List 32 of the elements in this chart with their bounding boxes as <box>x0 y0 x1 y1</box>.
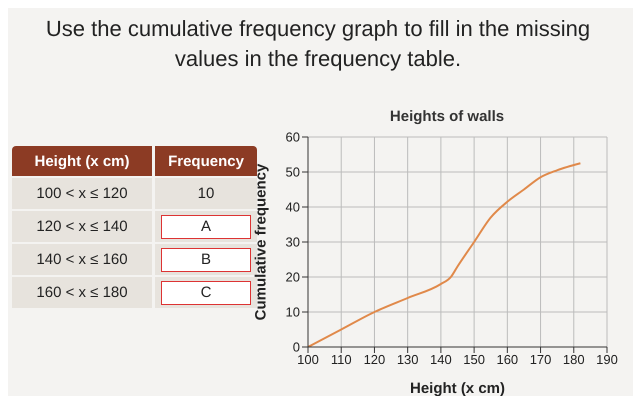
line-series <box>308 162 582 347</box>
y-tick-label: 0 <box>292 340 300 355</box>
x-tick-label: 190 <box>596 352 618 368</box>
x-tick-label: 130 <box>396 352 419 368</box>
category-label: 100 < x ≤ 120 <box>12 178 152 209</box>
x-tick-label: 140 <box>430 352 452 368</box>
x-axis-title: Height (x cm) <box>410 380 506 397</box>
y-tick-label: 10 <box>286 304 300 320</box>
y-tick-label: 20 <box>286 270 300 285</box>
y-tick-label: 40 <box>286 200 300 215</box>
y-tick-label: 60 <box>286 130 300 145</box>
category-label: 160 < x ≤ 180 <box>12 277 152 308</box>
text: Frequency <box>168 152 244 170</box>
x-tick-label: 160 <box>496 352 518 368</box>
y-tick-label: 50 <box>286 164 300 180</box>
text: 10 <box>198 185 214 202</box>
text: C <box>200 284 212 301</box>
category-label: 120 < x ≤ 140 <box>12 211 152 242</box>
category-label: 140 < x ≤ 160 <box>12 244 152 275</box>
y-tick-label: 30 <box>286 234 300 250</box>
x-tick-label: 150 <box>463 352 485 368</box>
text: Use the cumulative frequency graph to fill in the missing values in the frequency table. <box>44 15 592 73</box>
x-tick-label: 110 <box>330 352 352 368</box>
chart-title: Heights of walls <box>388 108 506 125</box>
x-tick-label: 100 <box>297 352 319 368</box>
y-axis-title: Cumulative frequency <box>252 162 270 320</box>
x-tick-label: 120 <box>364 352 386 368</box>
category-label: Height (x cm) <box>12 146 152 176</box>
x-tick-label: 180 <box>562 352 585 368</box>
text: B <box>200 251 211 268</box>
x-tick-label: 170 <box>530 352 552 368</box>
text: A <box>200 218 211 235</box>
